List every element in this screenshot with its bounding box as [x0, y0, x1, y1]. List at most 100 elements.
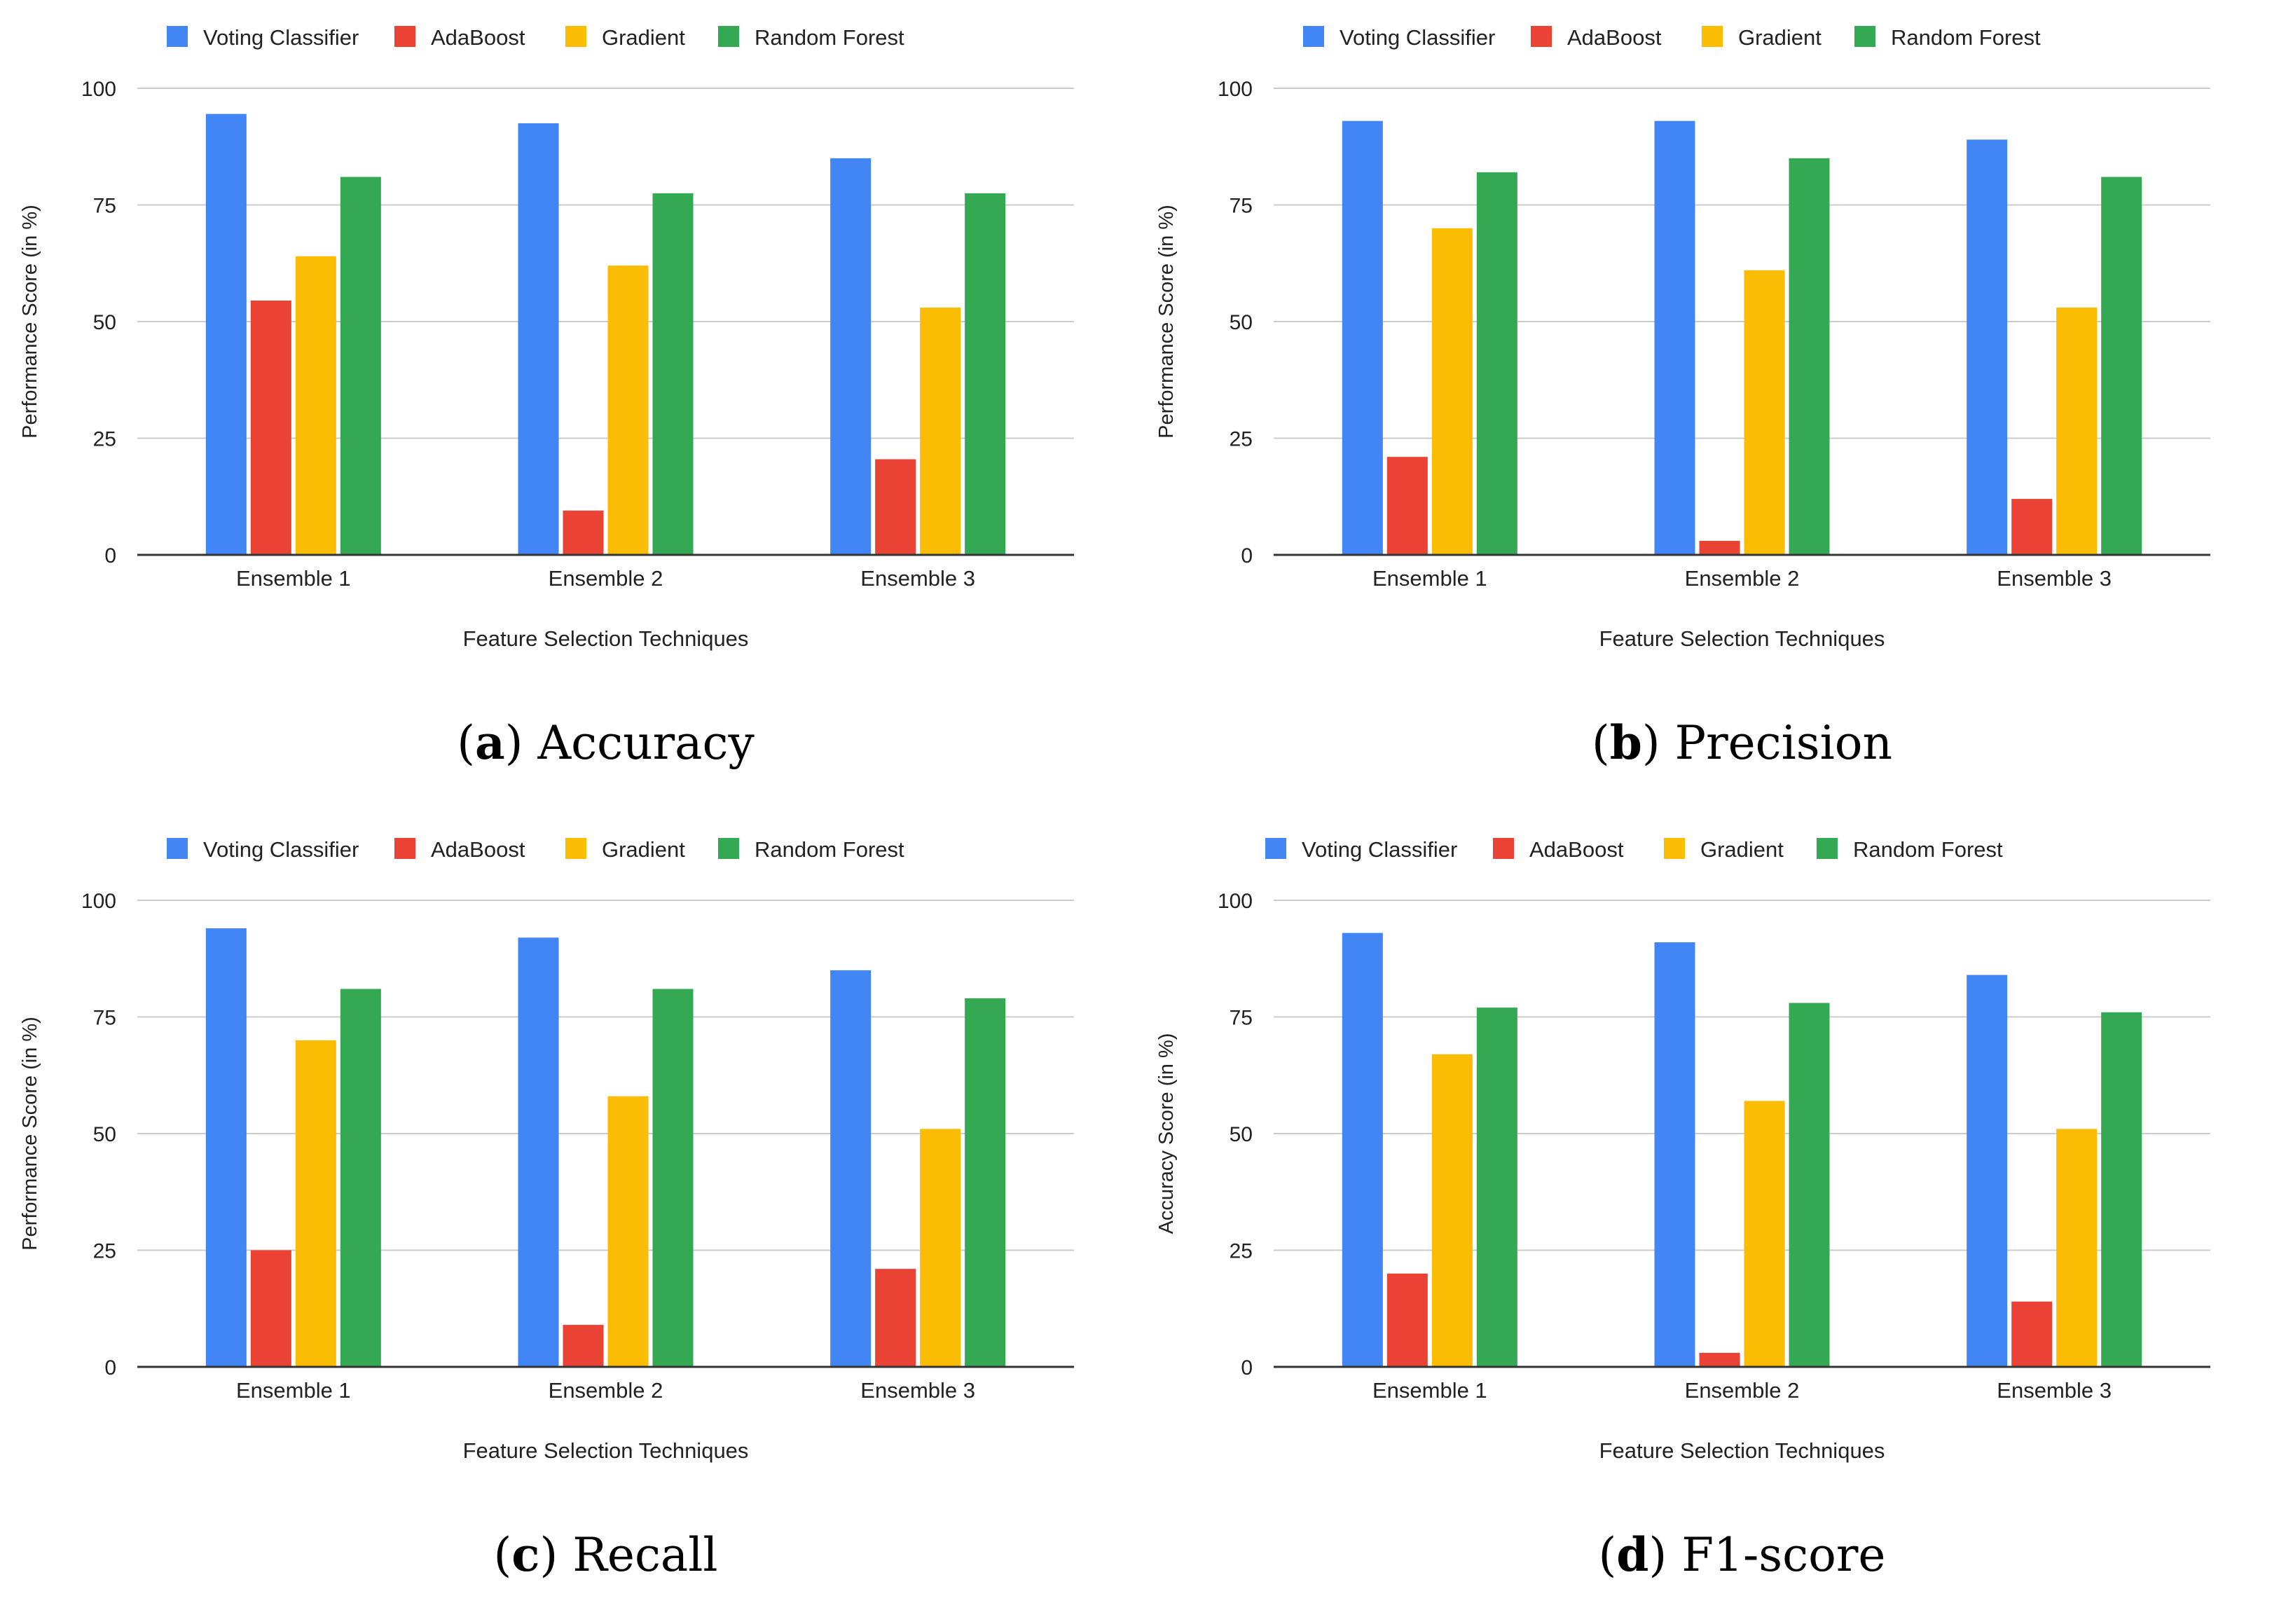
x-tick-label-ensemble-1: Ensemble 1	[236, 566, 351, 591]
accuracy-chart: Voting Classifier AdaBoost Gradient Random …	[19, 25, 1074, 770]
bar-voting-classifier-ensemble-3	[1967, 139, 2008, 555]
legend-swatch-adaboost	[394, 838, 415, 859]
x-axis-title: Feature Selection Techniques	[1599, 1438, 1885, 1463]
legend-swatch-gradient	[565, 838, 586, 859]
bar-adaboost-ensemble-3	[2011, 1301, 2053, 1367]
bar-random-forest-ensemble-1	[1476, 172, 1517, 555]
bar-adaboost-ensemble-3	[875, 1269, 916, 1367]
legend-swatch-random-forest	[1817, 838, 1838, 859]
legend-label-gradient: Gradient	[602, 837, 685, 862]
bar-adaboost-ensemble-3	[875, 459, 916, 555]
legend-label-voting-classifier: Voting Classifier	[203, 25, 359, 50]
x-tick-label-ensemble-2: Ensemble 2	[1685, 566, 1800, 591]
legend-label-voting-classifier: Voting Classifier	[203, 837, 359, 862]
legend-swatch-random-forest	[718, 26, 739, 47]
legend-swatch-adaboost	[1493, 838, 1514, 859]
legend-label-random-forest: Random Forest	[755, 25, 904, 50]
bar-voting-classifier-ensemble-1	[205, 928, 247, 1367]
legend-item-random-forest: Random Forest	[718, 837, 904, 862]
caption-open-paren: (	[494, 1528, 512, 1582]
bars	[1342, 121, 2142, 556]
y-tick-label: 75	[93, 195, 116, 218]
f1-score-chart: Voting Classifier AdaBoost Gradient Random …	[1155, 837, 2210, 1582]
panel-caption: (b) Precision	[1592, 715, 1892, 770]
gridlines	[1274, 900, 2210, 1251]
y-tick-label: 75	[93, 1007, 116, 1030]
recall-chart: Voting Classifier AdaBoost Gradient Random …	[19, 837, 1074, 1582]
legend-item-adaboost: AdaBoost	[394, 25, 525, 50]
caption-metric: Precision	[1675, 716, 1892, 770]
legend-item-voting-classifier: Voting Classifier	[1303, 25, 1495, 50]
legend-label-random-forest: Random Forest	[1853, 837, 2003, 862]
legend-label-adaboost: AdaBoost	[1567, 25, 1662, 50]
y-tick-label: 25	[93, 428, 116, 451]
y-axis-title: Performance Score (in %)	[19, 1017, 41, 1251]
y-tick-label: 0	[104, 544, 116, 567]
gridlines	[137, 88, 1074, 439]
legend-label-voting-classifier: Voting Classifier	[1302, 837, 1457, 862]
x-tick-label-ensemble-3: Ensemble 3	[1997, 1378, 2112, 1403]
y-axis-title: Performance Score (in %)	[19, 205, 41, 439]
x-tick-labels: Ensemble 1 Ensemble 2 Ensemble 3	[1372, 566, 2112, 591]
x-tick-label-ensemble-3: Ensemble 3	[860, 566, 975, 591]
y-tick-label: 50	[1230, 311, 1253, 334]
bar-random-forest-ensemble-2	[1789, 1003, 1830, 1367]
legend-label-adaboost: AdaBoost	[1529, 837, 1624, 862]
x-tick-label-ensemble-2: Ensemble 2	[549, 1378, 663, 1403]
caption-close-paren: )	[1648, 1528, 1681, 1582]
legend-item-adaboost: AdaBoost	[394, 837, 525, 862]
bar-adaboost-ensemble-2	[1699, 1353, 1740, 1367]
y-tick-labels: 0 25 50 75 100	[81, 78, 116, 567]
bar-voting-classifier-ensemble-2	[518, 123, 559, 555]
caption-metric: Recall	[572, 1528, 717, 1582]
legend-item-adaboost: AdaBoost	[1493, 837, 1624, 862]
legend-swatch-random-forest	[1854, 26, 1875, 47]
bar-voting-classifier-ensemble-1	[205, 113, 247, 555]
bar-gradient-ensemble-1	[295, 1040, 336, 1367]
bar-adaboost-ensemble-1	[250, 301, 291, 555]
caption-metric: Accuracy	[537, 716, 755, 770]
bar-gradient-ensemble-3	[2056, 308, 2098, 555]
x-tick-labels: Ensemble 1 Ensemble 2 Ensemble 3	[1372, 1378, 2112, 1403]
legend-swatch-adaboost	[1531, 26, 1552, 47]
gridlines	[137, 900, 1074, 1251]
legend-label-random-forest: Random Forest	[755, 837, 904, 862]
panel-caption: (c) Recall	[494, 1527, 718, 1582]
bar-gradient-ensemble-1	[1431, 1054, 1473, 1367]
bar-adaboost-ensemble-3	[2011, 499, 2053, 555]
legend-swatch-random-forest	[718, 838, 739, 859]
panel-accuracy: Voting Classifier AdaBoost Gradient Random …	[0, 0, 1136, 812]
bar-gradient-ensemble-1	[295, 256, 336, 555]
x-tick-label-ensemble-1: Ensemble 1	[1372, 566, 1487, 591]
y-tick-labels: 0 25 50 75 100	[1218, 78, 1253, 567]
precision-chart: Voting Classifier AdaBoost Gradient Random …	[1155, 25, 2210, 770]
x-tick-labels: Ensemble 1 Ensemble 2 Ensemble 3	[236, 566, 975, 591]
panel-recall: Voting Classifier AdaBoost Gradient Random …	[0, 812, 1136, 1624]
bar-gradient-ensemble-3	[920, 1129, 961, 1367]
legend-item-voting-classifier: Voting Classifier	[167, 837, 359, 862]
bar-adaboost-ensemble-2	[563, 1325, 604, 1367]
y-tick-label: 100	[1218, 890, 1253, 913]
bar-voting-classifier-ensemble-3	[1967, 975, 2008, 1367]
caption-letter: c	[511, 1527, 539, 1582]
y-tick-labels: 0 25 50 75 100	[1218, 890, 1253, 1379]
bar-adaboost-ensemble-1	[250, 1250, 291, 1367]
bar-random-forest-ensemble-1	[340, 989, 381, 1367]
y-tick-label: 25	[1230, 1240, 1253, 1263]
x-tick-label-ensemble-3: Ensemble 3	[860, 1378, 975, 1403]
legend-swatch-voting-classifier	[1265, 838, 1286, 859]
bar-random-forest-ensemble-3	[2101, 1012, 2142, 1367]
y-tick-label: 75	[1230, 195, 1253, 218]
caption-open-paren: (	[1599, 1528, 1617, 1582]
legend-item-voting-classifier: Voting Classifier	[167, 25, 359, 50]
panel-caption: (d) F1-score	[1599, 1527, 1886, 1582]
x-axis-title: Feature Selection Techniques	[1599, 626, 1885, 651]
caption-open-paren: (	[1592, 716, 1610, 770]
bar-adaboost-ensemble-1	[1386, 1273, 1428, 1367]
bar-gradient-ensemble-2	[1744, 1101, 1785, 1367]
y-axis-title: Performance Score (in %)	[1155, 205, 1178, 439]
y-tick-label: 75	[1230, 1007, 1253, 1030]
x-tick-label-ensemble-1: Ensemble 1	[1372, 1378, 1487, 1403]
bars	[205, 928, 1006, 1367]
bars	[1342, 933, 2142, 1367]
